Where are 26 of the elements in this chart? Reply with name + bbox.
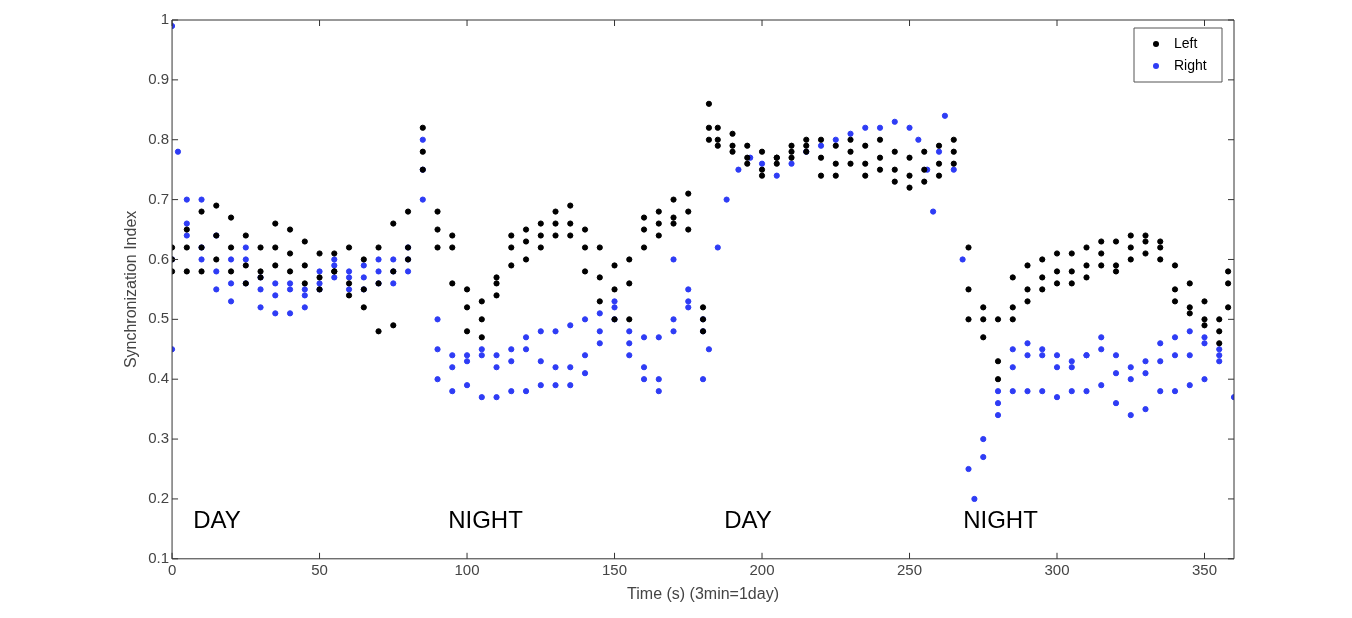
annotation: NIGHT — [448, 506, 524, 534]
y-tick-label: 0.9 — [148, 70, 170, 88]
y-tick-label: 0.5 — [148, 309, 170, 327]
annotation: DAY — [724, 506, 772, 534]
legend-label: Left — [1174, 34, 1198, 51]
annotation: DAY — [193, 506, 241, 534]
x-tick-label: 250 — [897, 560, 923, 578]
x-axis-title: Time (s) (3min=1day) — [627, 584, 779, 602]
y-tick-label: 0.8 — [148, 129, 170, 147]
y-axis-title: Synchronization Index — [122, 210, 140, 369]
x-tick-label: 50 — [311, 560, 328, 578]
y-tick-label: 0.6 — [148, 249, 170, 267]
y-tick-label: 0.2 — [148, 489, 170, 507]
x-tick-label: 100 — [454, 560, 480, 578]
annotation: NIGHT — [963, 506, 1039, 534]
x-tick-label: 200 — [749, 560, 775, 578]
y-tick-label: 0.3 — [148, 429, 170, 447]
legend-label: Right — [1174, 56, 1207, 73]
y-tick-label: 1 — [160, 10, 170, 28]
x-tick-label: 350 — [1191, 560, 1218, 578]
x-tick-label: 300 — [1044, 560, 1070, 578]
y-tick-label: 0.7 — [148, 189, 170, 207]
x-tick-label: 150 — [602, 560, 628, 578]
x-tick-label: 0 — [167, 560, 177, 578]
y-tick-label: 0.1 — [148, 548, 170, 566]
y-tick-label: 0.4 — [148, 369, 170, 387]
